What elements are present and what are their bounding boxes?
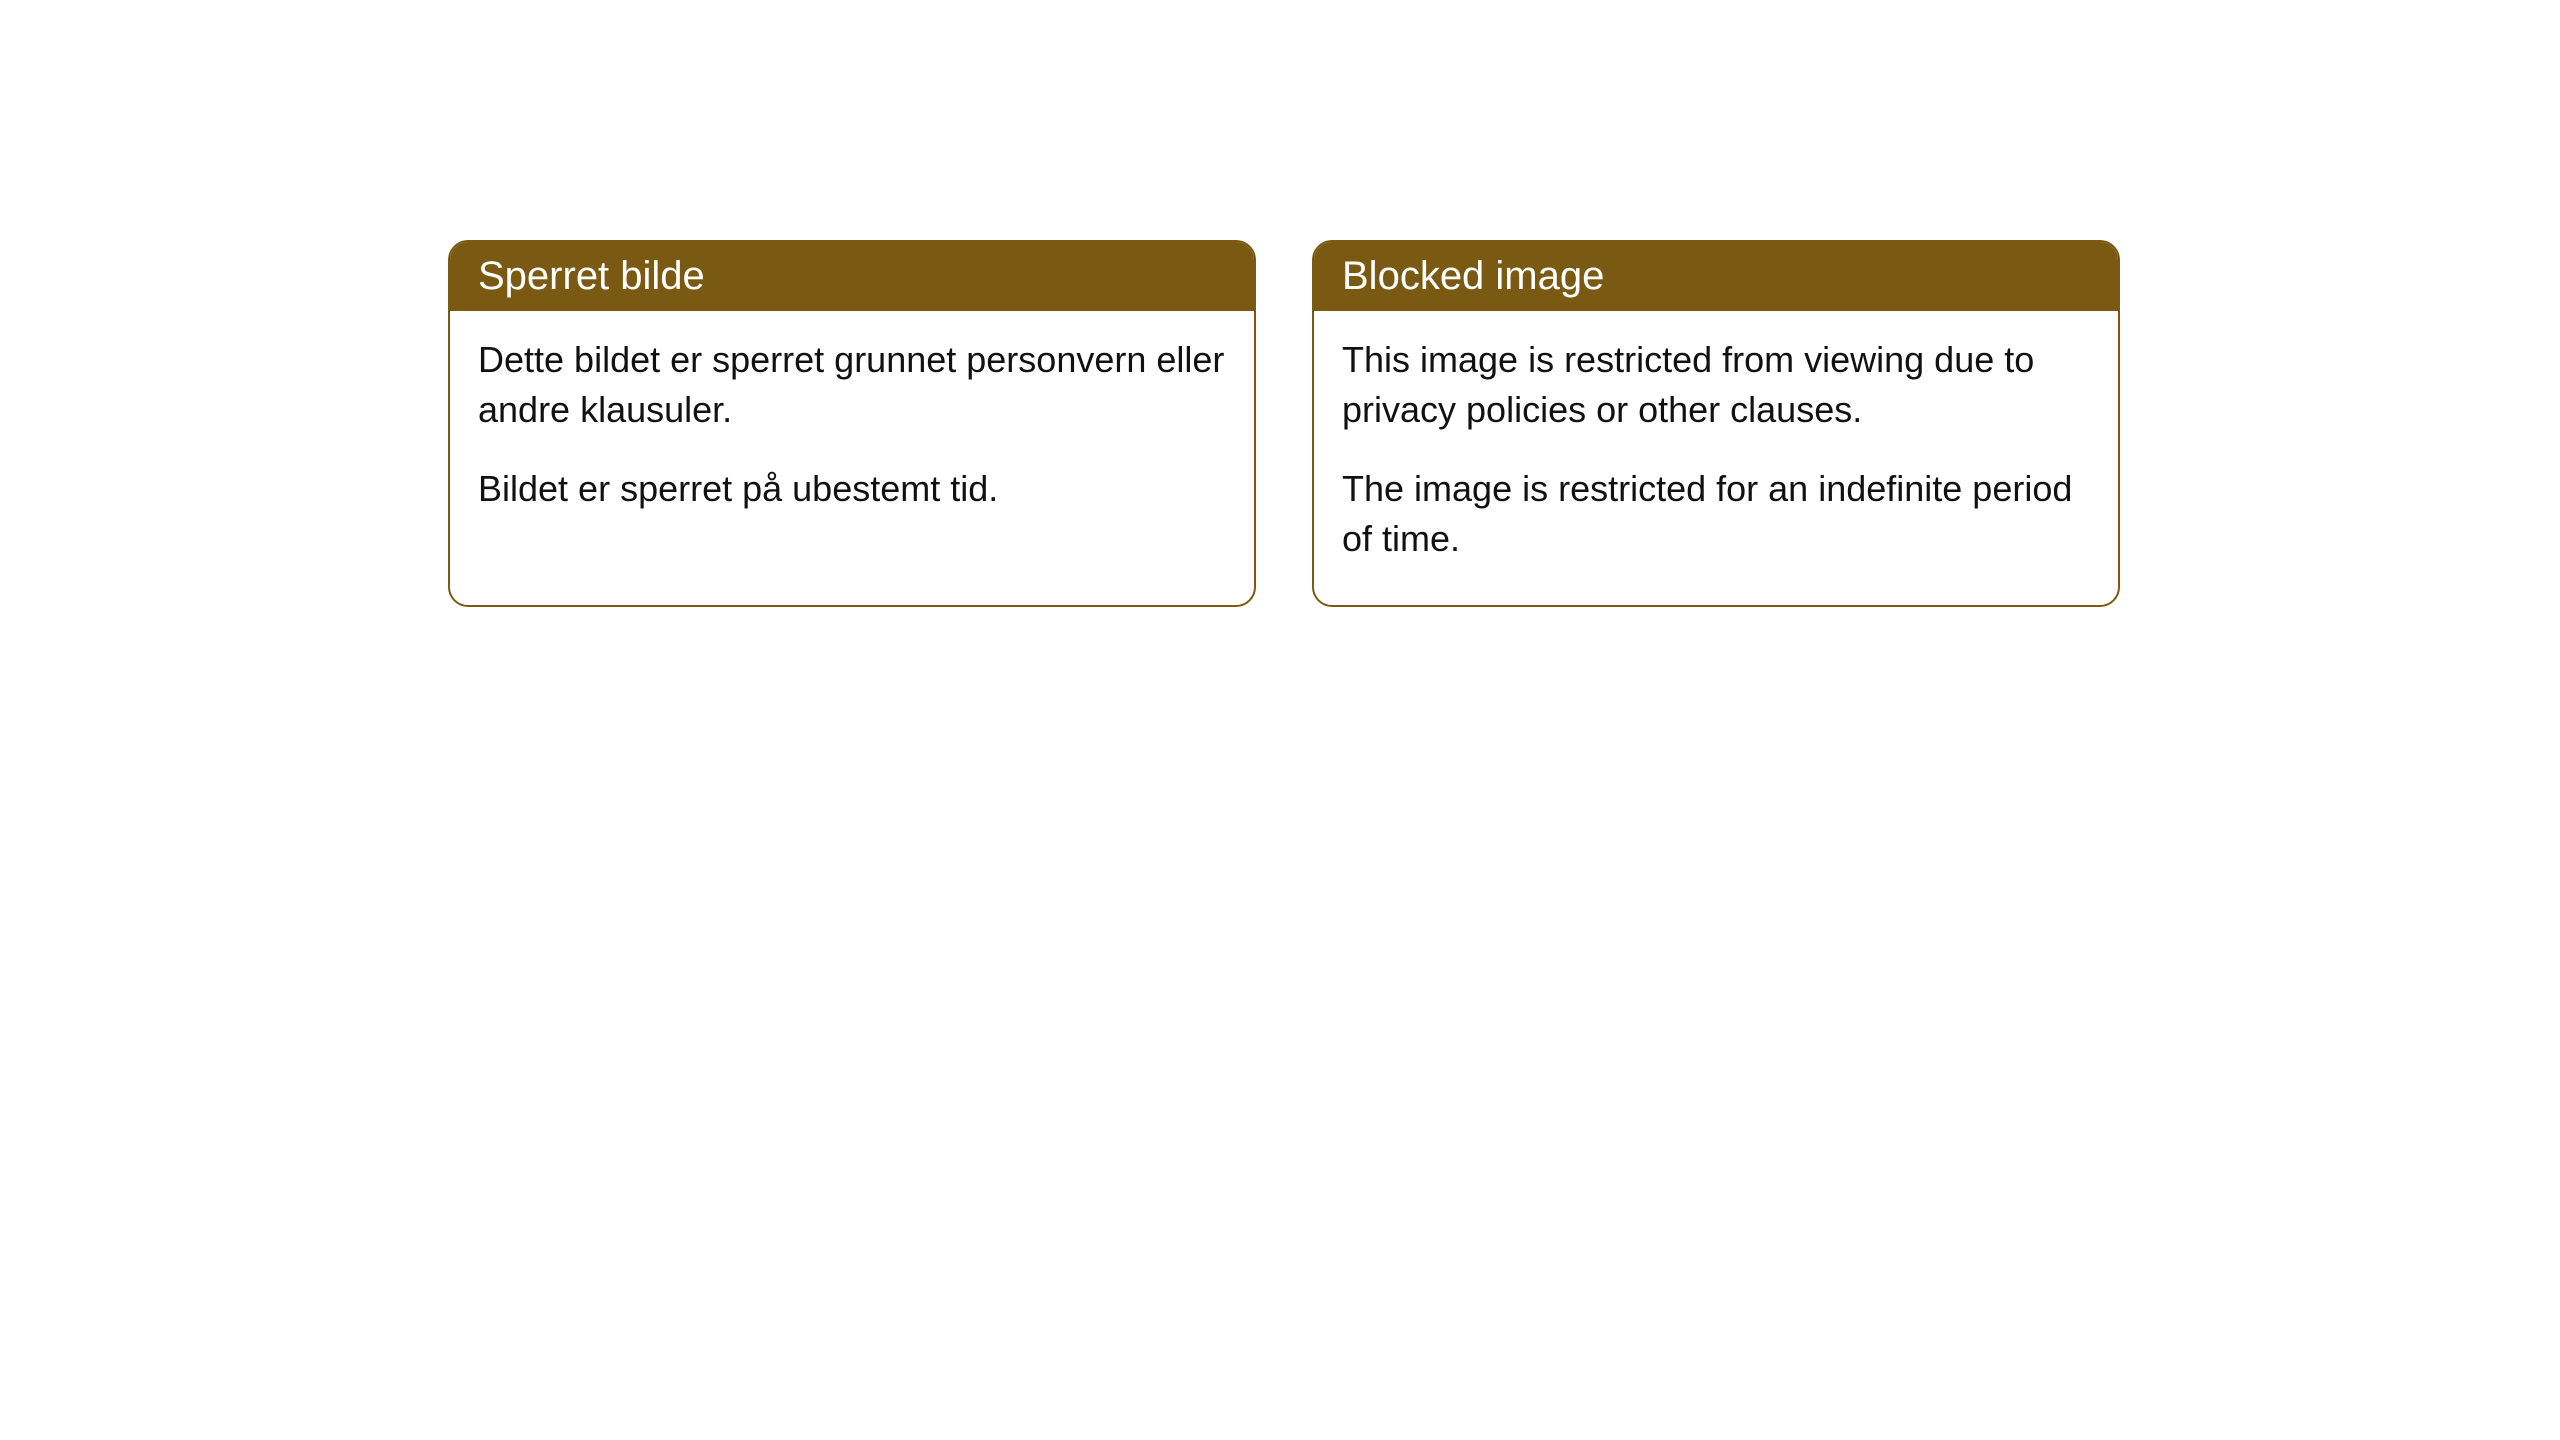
card-header: Sperret bilde <box>450 242 1254 311</box>
notice-card-english: Blocked image This image is restricted f… <box>1312 240 2120 607</box>
card-title: Sperret bilde <box>478 254 705 298</box>
card-header: Blocked image <box>1314 242 2118 311</box>
card-paragraph: Bildet er sperret på ubestemt tid. <box>478 464 1226 514</box>
card-body: Dette bildet er sperret grunnet personve… <box>450 311 1254 554</box>
notice-cards-container: Sperret bilde Dette bildet er sperret gr… <box>448 240 2120 607</box>
card-body: This image is restricted from viewing du… <box>1314 311 2118 605</box>
card-paragraph: The image is restricted for an indefinit… <box>1342 464 2090 565</box>
card-paragraph: Dette bildet er sperret grunnet personve… <box>478 335 1226 436</box>
notice-card-norwegian: Sperret bilde Dette bildet er sperret gr… <box>448 240 1256 607</box>
card-title: Blocked image <box>1342 254 1604 298</box>
card-paragraph: This image is restricted from viewing du… <box>1342 335 2090 436</box>
